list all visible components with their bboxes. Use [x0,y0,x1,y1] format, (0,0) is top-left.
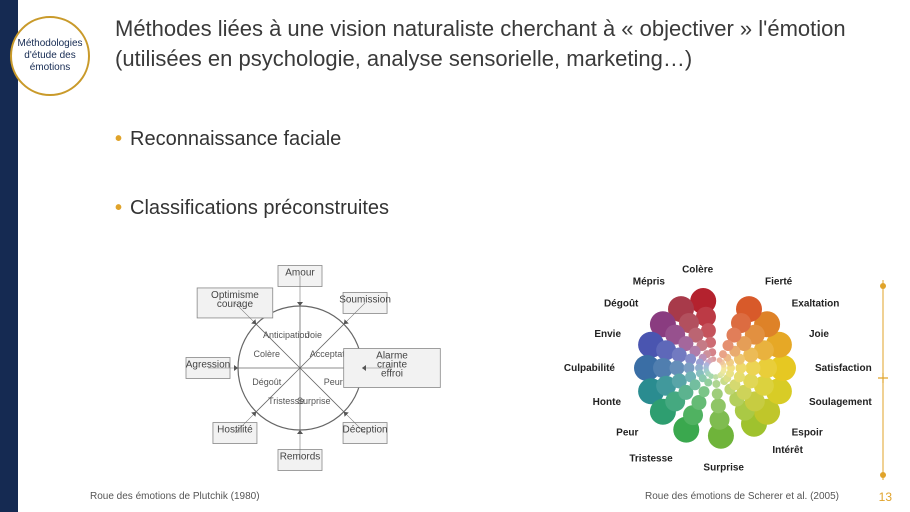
svg-text:Joie: Joie [809,329,829,340]
svg-text:Peur: Peur [324,377,343,387]
svg-text:Remords: Remords [280,452,321,463]
svg-text:Surprise: Surprise [703,463,744,474]
slide-title: Méthodes liées à une vision naturaliste … [115,14,886,73]
svg-text:Soulagement: Soulagement [809,397,872,408]
svg-text:Tristesse: Tristesse [629,454,673,465]
page-number: 13 [879,490,892,504]
svg-text:Honte: Honte [593,397,622,408]
caption-plutchik: Roue des émotions de Plutchik (1980) [90,491,260,502]
svg-text:Fierté: Fierté [765,276,793,287]
caption-scherer: Roue des émotions de Scherer et al. (200… [645,491,839,502]
side-decoration [874,280,892,480]
badge-text: Méthodologies d'étude des émotions [17,38,82,74]
svg-text:Peur: Peur [616,427,638,438]
svg-text:Tristesse: Tristesse [268,396,304,406]
svg-text:Colère: Colère [682,265,714,276]
bullet-item: • Reconnaissance faciale [115,128,389,151]
svg-text:Colère: Colère [254,349,281,359]
bullet-marker: • [115,128,122,150]
svg-text:Agression: Agression [186,360,230,371]
bullet-text: Reconnaissance faciale [130,128,341,150]
bullet-item: • Classifications préconstruites [115,197,389,220]
svg-text:Dégoût: Dégoût [604,299,639,310]
svg-text:Amour: Amour [285,268,315,279]
scherer-wheel-figure: Colère Mépris Dégoût Envie Culpabilité Honte P… [530,250,900,480]
bullet-text: Classifications préconstruites [130,197,389,219]
svg-text:Dégoût: Dégoût [252,377,282,387]
svg-text:Intérêt: Intérêt [772,445,803,456]
svg-text:Soumission: Soumission [339,294,391,305]
svg-text:Espoir: Espoir [792,427,823,438]
bullet-list: • Reconnaissance faciale • Classifications… [115,128,389,266]
svg-text:effroi: effroi [381,369,403,380]
svg-text:Mépris: Mépris [633,276,666,287]
svg-text:Exaltation: Exaltation [792,299,840,310]
plutchik-wheel-figure: JoieAcceptationPeurSurpriseTristesseDégo… [110,256,490,476]
svg-text:Hostilité: Hostilité [217,425,253,436]
svg-text:Envie: Envie [594,329,621,340]
bullet-marker: • [115,197,122,219]
svg-text:Satisfaction: Satisfaction [815,363,872,374]
svg-text:Anticipation: Anticipation [263,330,310,340]
svg-text:courage: courage [217,299,254,310]
svg-text:Culpabilité: Culpabilité [564,363,616,374]
section-badge: Méthodologies d'étude des émotions [10,16,90,96]
svg-text:Déception: Déception [343,425,388,436]
